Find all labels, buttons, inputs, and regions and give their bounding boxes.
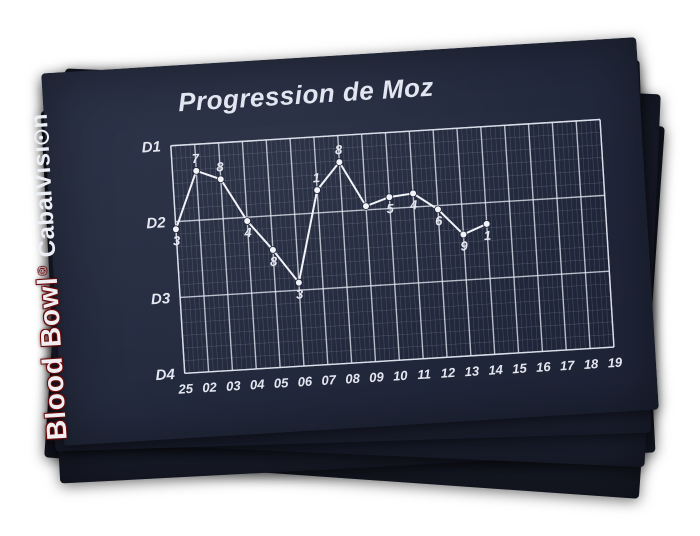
data-point <box>314 187 321 194</box>
data-point <box>244 217 251 224</box>
progression-chart: D1D2D3D425020304050607080910111213141516… <box>140 109 625 402</box>
data-point <box>336 159 343 166</box>
point-label: 4 <box>243 225 253 241</box>
y-tick-label: D1 <box>141 138 161 156</box>
x-tick-label: 05 <box>273 375 289 391</box>
point-label: 8 <box>335 142 344 157</box>
x-tick-label: 03 <box>226 378 242 394</box>
x-tick-label: 14 <box>488 362 504 378</box>
x-tick-label: 02 <box>202 379 218 395</box>
point-label: 6 <box>435 213 444 228</box>
x-tick-label: 10 <box>393 368 409 384</box>
point-label: 9 <box>460 238 469 253</box>
x-tick-label: 17 <box>560 357 576 373</box>
point-label: 4 <box>409 197 419 213</box>
data-point <box>295 279 302 286</box>
brand-block: Blood Bowl® CabalVisi n <box>22 112 74 441</box>
point-label: 8 <box>216 159 225 174</box>
stage: Progression de Moz Blood Bowl® CabalVisi… <box>0 0 700 536</box>
y-tick-label: D4 <box>155 366 176 384</box>
x-tick-label: 09 <box>369 369 385 385</box>
data-point <box>172 226 179 233</box>
data-point <box>386 194 393 201</box>
data-point <box>362 203 369 210</box>
x-tick-label: 16 <box>536 359 552 375</box>
x-tick-label: 15 <box>512 360 528 376</box>
registered-mark: ® <box>37 265 50 275</box>
point-label: 3 <box>173 233 182 248</box>
brand-cabalvision-prefix: CabalVisi <box>28 145 62 259</box>
x-tick-label: 12 <box>440 365 456 381</box>
data-point <box>193 167 200 174</box>
x-tick-label: 25 <box>177 381 194 397</box>
data-point <box>269 246 276 253</box>
x-tick-label: 18 <box>583 356 599 372</box>
brand-cabalvision-suffix: n <box>26 113 54 130</box>
x-tick-label: 04 <box>250 376 266 392</box>
chart-title: Progression de Moz <box>177 72 434 119</box>
x-tick-label: 11 <box>417 366 431 382</box>
data-point <box>217 176 224 183</box>
data-point <box>409 190 416 197</box>
x-tick-label: 13 <box>464 363 480 379</box>
x-tick-label: 07 <box>321 372 337 388</box>
data-point <box>483 220 490 227</box>
x-tick-label: 06 <box>297 374 313 390</box>
data-point <box>434 206 441 213</box>
brand-cabalvision: CabalVisi n <box>26 112 63 258</box>
y-tick-label: D3 <box>150 290 171 308</box>
point-label: 1 <box>483 228 491 243</box>
y-tick-label: D2 <box>146 214 167 232</box>
data-point <box>460 231 467 238</box>
chart-svg: D1D2D3D425020304050607080910111213141516… <box>140 109 625 402</box>
point-label: 5 <box>386 201 395 216</box>
x-tick-label: 19 <box>607 355 623 371</box>
point-label: 1 <box>312 170 320 185</box>
point-label: 7 <box>191 151 200 166</box>
point-label: 3 <box>295 286 304 301</box>
chart-card: Progression de Moz Blood Bowl® CabalVisi… <box>41 37 659 446</box>
brand-bloodbowl: Blood Bowl <box>32 276 73 442</box>
x-tick-label: 08 <box>345 371 361 387</box>
eye-icon <box>34 129 50 145</box>
